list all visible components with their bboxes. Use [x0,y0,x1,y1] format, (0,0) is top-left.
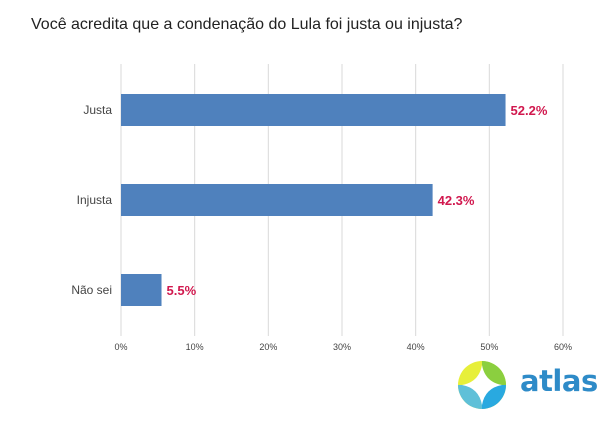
bars [121,94,506,306]
x-tick-label: 0% [114,342,127,352]
bar [121,184,433,216]
x-tick-label: 40% [407,342,425,352]
bar [121,94,506,126]
bar [121,274,162,306]
x-tick-label: 50% [480,342,498,352]
x-tick-label: 60% [554,342,572,352]
x-tick-label: 10% [186,342,204,352]
x-tick-label: 30% [333,342,351,352]
category-label: Justa [83,103,112,117]
category-label: Injusta [77,193,113,207]
chart-title: Você acredita que a condenação do Lula f… [31,16,463,33]
atlas-logo-icon [458,361,506,409]
data-label: 52.2% [511,103,548,118]
data-label: 5.5% [167,283,197,298]
category-label: Não sei [71,283,112,297]
labels: 0% 10% 20% 30% 40% 50% 60% Justa 52.2% Injusta 42.… [71,103,572,352]
atlas-logo-text: atlas [520,364,598,398]
x-tick-label: 20% [259,342,277,352]
data-label: 42.3% [438,193,475,208]
